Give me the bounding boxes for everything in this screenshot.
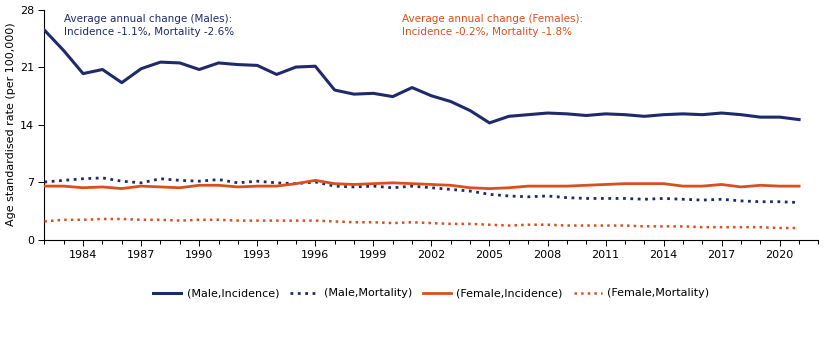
Text: Incidence -0.2%, Mortality -1.8%: Incidence -0.2%, Mortality -1.8% [402, 27, 573, 37]
Y-axis label: Age standardised rate (per 100,000): Age standardised rate (per 100,000) [6, 23, 16, 226]
Text: Incidence -1.1%, Mortality -2.6%: Incidence -1.1%, Mortality -2.6% [63, 27, 234, 37]
Text: Average annual change (Males):: Average annual change (Males): [63, 14, 232, 24]
Legend: (Male,Incidence), (Male,Mortality), (Female,Incidence), (Female,Mortality): (Male,Incidence), (Male,Mortality), (Fem… [149, 284, 714, 303]
Text: Average annual change (Females):: Average annual change (Females): [402, 14, 583, 24]
